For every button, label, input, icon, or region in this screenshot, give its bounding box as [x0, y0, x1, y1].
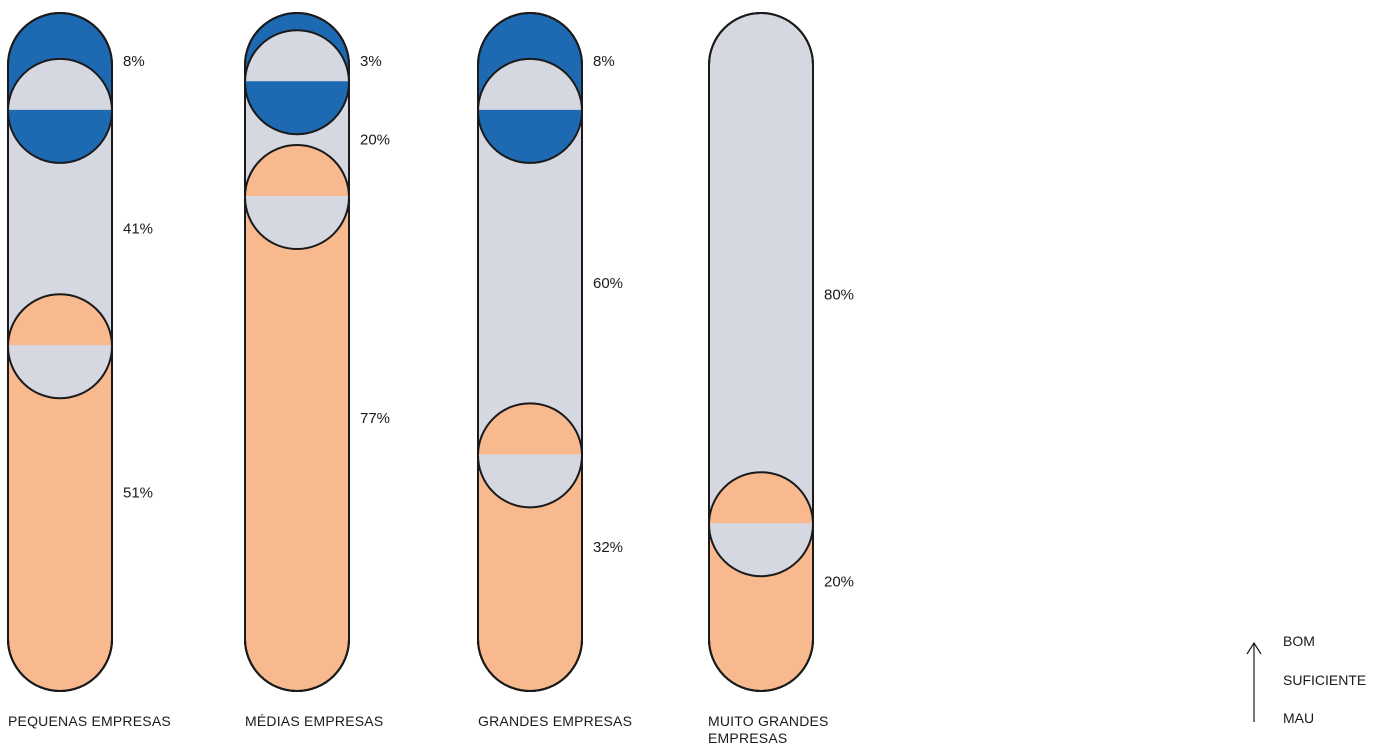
legend-label-bom: BOM: [1283, 633, 1315, 649]
bar-outline-medias: [244, 12, 350, 692]
bar-segment-cap-suficiente-pequenas: [8, 345, 112, 399]
bar-segment-cap-outline-suficiente-grandes: [477, 455, 583, 509]
bar-segment-mau-grandes: [477, 402, 583, 692]
value-label-suficiente-muito-grandes: 80%: [824, 287, 854, 304]
up-arrow-icon: [1246, 641, 1262, 722]
bar-outline-muito-grandes: [708, 12, 814, 692]
bar-outline-grandes: [477, 12, 583, 692]
category-label-pequenas: PEQUENAS EMPRESAS: [8, 713, 171, 729]
value-label-mau-medias: 77%: [360, 410, 390, 427]
bar-segment-cap-bom-pequenas: [8, 109, 112, 163]
value-label-bom-medias: 3%: [360, 53, 382, 70]
bar-segment-cap-suficiente-grandes: [478, 454, 582, 508]
value-label-suficiente-medias: 20%: [360, 132, 390, 149]
bar-segment-mau-muito-grandes: [708, 471, 814, 692]
category-label-grandes: GRANDES EMPRESAS: [478, 713, 633, 729]
value-label-mau-pequenas: 51%: [123, 485, 153, 502]
bar-outline-pequenas: [7, 12, 113, 692]
bar-segment-cap-outline-suficiente-medias: [244, 197, 350, 251]
bar-segment-cap-outline-bom-grandes: [477, 110, 583, 164]
bar-segment-cap-bom-medias: [245, 81, 349, 135]
value-label-bom-pequenas: 8%: [123, 53, 145, 70]
bar-segment-cap-outline-bom-pequenas: [7, 110, 113, 164]
value-label-mau-muito-grandes: 20%: [824, 574, 854, 591]
bar-group-grandes: [477, 12, 583, 692]
bar-segment-cap-outline-suficiente-muito-grandes: [708, 524, 814, 578]
bar-segment-cap-outline-suficiente-pequenas: [7, 346, 113, 400]
value-label-suficiente-grandes: 60%: [593, 275, 623, 292]
bar-segment-cap-suficiente-muito-grandes: [709, 523, 813, 577]
value-label-mau-grandes: 32%: [593, 539, 623, 556]
legend-label-mau: MAU: [1283, 710, 1315, 726]
bar-segment-cap-outline-bom-medias: [244, 82, 350, 136]
bar-segment-cap-suficiente-medias: [245, 196, 349, 250]
bar-group-pequenas: [7, 12, 113, 692]
category-label-muito-grandes: MUITO GRANDES EMPRESAS: [708, 713, 829, 746]
bar-group-muito-grandes: [708, 12, 814, 692]
bar-segment-cap-bom-grandes: [478, 109, 582, 163]
legend-label-suficiente: SUFICIENTE: [1283, 672, 1367, 688]
value-label-bom-grandes: 8%: [593, 53, 615, 70]
category-label-medias: MÉDIAS EMPRESAS: [245, 713, 384, 729]
value-label-suficiente-pequenas: 41%: [123, 221, 153, 238]
bar-group-medias: [244, 12, 350, 692]
